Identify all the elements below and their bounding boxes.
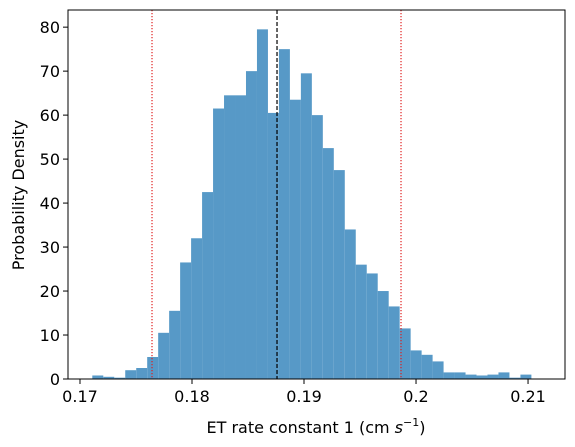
bar [399,328,411,379]
x-axis-label-text: ET rate constant 1 (cm [207,418,395,437]
bar [487,374,499,379]
bar [498,372,510,379]
bar [366,273,378,379]
y-tick-label: 50 [40,150,60,169]
y-tick-label: 60 [40,106,60,125]
bar [355,264,367,379]
bar [388,306,400,379]
bar [158,332,170,379]
y-tick-label: 80 [40,18,60,37]
bar [224,95,236,380]
bar [344,229,356,379]
bar [311,115,323,379]
bar [235,95,246,380]
bar [180,262,192,379]
bar [443,372,455,379]
bar [377,291,389,379]
x-axis-label: ET rate constant 1 (cm s−1) [207,416,426,437]
y-tick-label: 40 [40,194,60,213]
x-tick-label: 0.18 [174,387,210,406]
bar [520,374,532,379]
y-tick-label: 70 [40,62,60,81]
y-tick-label: 10 [40,326,60,345]
y-tick-label: 30 [40,238,60,257]
bar [322,148,334,379]
bar [278,49,290,379]
bar [410,350,422,379]
bar [245,71,257,380]
x-axis-label-close: ) [419,418,425,437]
bar [114,377,126,379]
bar [136,368,148,379]
bar [191,238,203,379]
x-tick-label: 0.21 [510,387,546,406]
bar [92,375,104,379]
bar [421,354,433,379]
x-axis-label-exponent: −1 [403,416,419,429]
bar [289,99,301,379]
bar [333,170,345,379]
bar [169,310,181,379]
bar [432,361,444,379]
bar [465,374,477,379]
bar [125,370,137,379]
y-tick-label: 20 [40,282,60,301]
x-tick-label: 0.19 [286,387,322,406]
y-tick-label: 0 [50,370,60,389]
bar [476,375,488,379]
bar [454,372,466,379]
bar [213,108,225,380]
x-tick-label: 0.17 [62,387,98,406]
y-axis-label: Probability Density [9,120,28,271]
bar [509,377,521,379]
bar [147,357,159,379]
x-axis-label-unit: s [395,418,403,437]
bar [202,192,214,379]
x-tick-label: 0.2 [403,387,428,406]
plot-frame [67,9,566,380]
bar [267,112,279,379]
bar [256,29,268,379]
bar [103,376,115,379]
bar [300,73,312,379]
